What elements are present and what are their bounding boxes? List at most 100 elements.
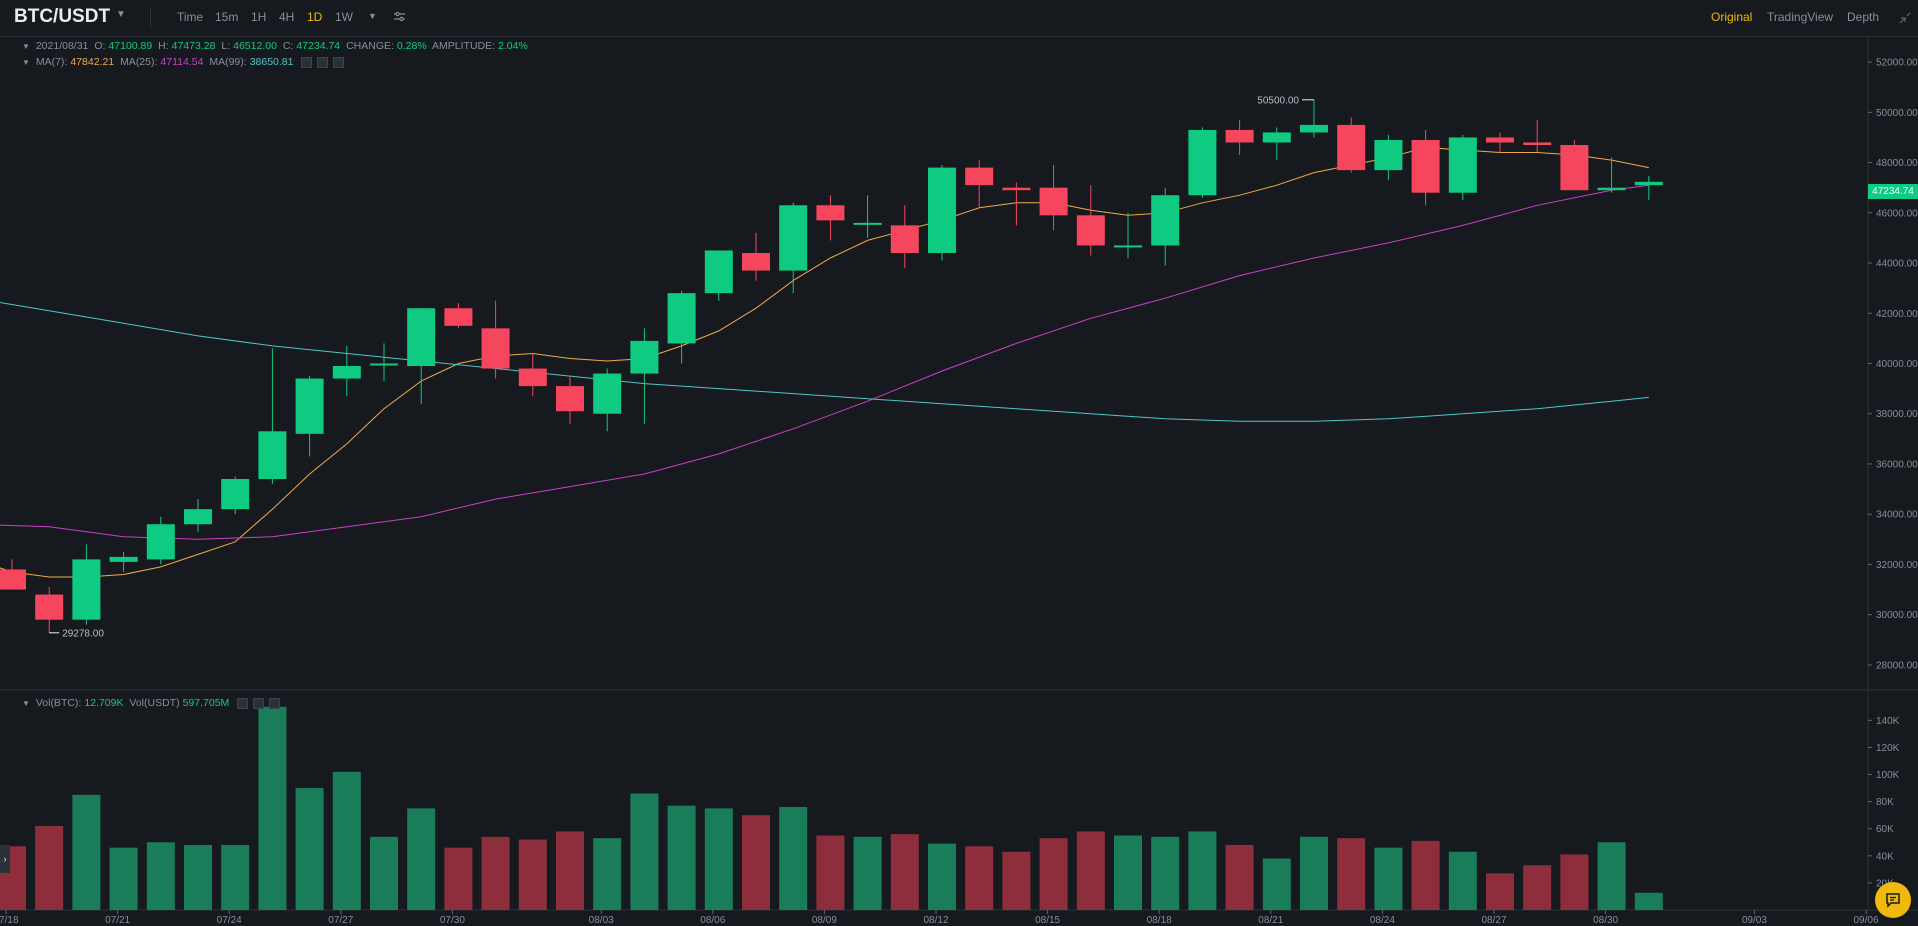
candle-body: [1076, 215, 1105, 246]
volume-bar: [1486, 873, 1514, 910]
legend-open: 47100.89: [108, 40, 153, 52]
ma99-line: [0, 301, 1649, 422]
view-depth[interactable]: Depth: [1847, 10, 1880, 24]
chart-area[interactable]: 28000.00 30000.00 32000.00 34000.00 36000.00…: [0, 37, 1918, 926]
vol-close-icon[interactable]: [269, 697, 281, 709]
view-original[interactable]: Original: [1711, 10, 1753, 24]
legend-high: 47473.28: [171, 40, 216, 52]
ma-settings-icon[interactable]: [301, 56, 313, 68]
tab-time[interactable]: Time: [177, 10, 204, 24]
candle: [853, 195, 882, 238]
tab-1h[interactable]: 1H: [251, 10, 267, 24]
volume-bar: [184, 844, 212, 910]
tab-1w[interactable]: 1W: [335, 10, 353, 24]
time-tick-label: 08/18: [1147, 915, 1172, 926]
vol-legend-toggle-icon[interactable]: ▼: [22, 699, 30, 708]
candle: [444, 303, 473, 329]
volume-bar: [1114, 835, 1142, 910]
legend-change-label: CHANGE:: [346, 40, 394, 52]
candle-body: [1411, 139, 1440, 193]
candle-body: [1002, 187, 1031, 191]
pair-dropdown-icon[interactable]: ▼: [116, 9, 126, 20]
low-price-label: 29278.00: [62, 628, 104, 639]
candle-body: [742, 252, 770, 271]
vol-settings-icon[interactable]: [237, 697, 249, 709]
tab-4h[interactable]: 4H: [279, 10, 295, 24]
volume-bar: [221, 844, 250, 910]
vol-visibility-icon[interactable]: [253, 697, 265, 709]
volume-bar: [1188, 831, 1217, 910]
candle: [630, 328, 659, 424]
candle: [370, 343, 398, 382]
candle-body: [1039, 187, 1068, 216]
ma-close-icon[interactable]: [333, 56, 345, 68]
view-tradingview[interactable]: TradingView: [1767, 10, 1834, 24]
candle-body: [295, 378, 324, 434]
time-tick-label: 07/27: [328, 915, 353, 926]
candle-body: [816, 205, 845, 221]
volume-tick-label: 100K: [1876, 770, 1900, 781]
time-tick-label: 08/15: [1035, 915, 1060, 926]
candle-body: [444, 308, 473, 326]
candle: [295, 376, 324, 457]
volume-legend: ▼ Vol(BTC): 12.709K Vol(USDT) 597.705M: [22, 697, 283, 709]
candle: [258, 348, 287, 485]
side-panel-toggle-icon[interactable]: ›: [0, 845, 10, 873]
volume-bar: [779, 807, 808, 910]
volume-bar: [816, 835, 845, 910]
volume-bar: [965, 846, 994, 910]
candle: [1039, 165, 1068, 231]
chat-button[interactable]: [1875, 882, 1911, 918]
volume-bar: [518, 839, 547, 910]
candle-body: [1337, 124, 1366, 171]
candle-body: [332, 366, 361, 379]
legend-toggle-icon[interactable]: ▼: [22, 42, 30, 51]
volume-bar: [146, 842, 175, 910]
volume-tick-label: 40K: [1876, 851, 1894, 862]
annotations: 50500.00 29278.00: [49, 95, 1314, 639]
candle: [779, 202, 808, 294]
candle: [1188, 127, 1217, 198]
settings-icon[interactable]: [393, 10, 406, 28]
vol-usdt-value: 597.705M: [182, 697, 230, 709]
legend-close-label: C:: [282, 40, 294, 52]
volume-bar: [1448, 851, 1477, 910]
tab-15m[interactable]: 15m: [215, 10, 239, 24]
volume-bar: [481, 836, 510, 910]
volume-bars: [0, 706, 1663, 910]
volume-bar: [928, 843, 956, 910]
candle-body: [0, 569, 26, 590]
more-intervals-icon[interactable]: ▼: [368, 11, 377, 21]
candle-body: [1151, 195, 1180, 246]
volume-bar: [109, 847, 138, 910]
volume-bar: [295, 788, 324, 910]
candle-body: [1486, 137, 1514, 143]
volume-tick-label: 80K: [1876, 797, 1894, 808]
ma-legend-toggle-icon[interactable]: ▼: [22, 58, 30, 67]
price-tick-label: 30000.00: [1876, 610, 1918, 621]
vol-btc-value: 12.709K: [84, 697, 124, 709]
time-tick-label: 07/18: [0, 915, 19, 926]
volume-axis: 20K40K60K80K100K120K140K: [1868, 716, 1900, 889]
price-tick-label: 44000.00: [1876, 259, 1918, 270]
volume-bar: [1560, 854, 1589, 910]
tab-1d[interactable]: 1D: [307, 10, 323, 24]
ma-visibility-icon[interactable]: [317, 56, 329, 68]
time-tick-label: 07/21: [105, 915, 130, 926]
candle: [1114, 212, 1142, 259]
candle: [1337, 117, 1366, 173]
candle: [1411, 129, 1440, 206]
collapse-icon[interactable]: [1898, 11, 1912, 30]
candle-body: [221, 479, 250, 510]
volume-bar: [1002, 851, 1031, 910]
candle: [1151, 187, 1180, 266]
volume-bar: [1076, 831, 1105, 910]
candle: [1374, 134, 1403, 181]
divider: [150, 8, 151, 28]
candle-body: [890, 225, 919, 253]
candle: [890, 205, 919, 269]
pair-title[interactable]: BTC/USDT: [14, 6, 111, 27]
volume-bar: [1411, 840, 1440, 910]
volume-tick-label: 120K: [1876, 743, 1900, 754]
candle: [1002, 182, 1031, 226]
